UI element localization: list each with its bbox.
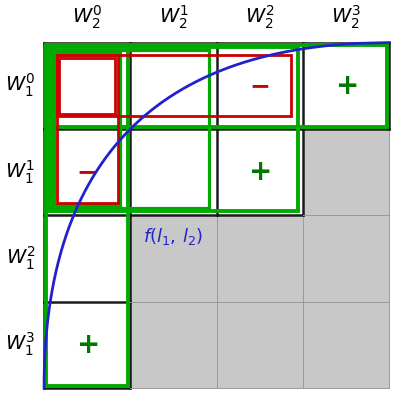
- Text: $W_1^{3}$: $W_1^{3}$: [5, 331, 35, 358]
- Bar: [51, 50, 209, 208]
- Bar: [54, 53, 120, 205]
- Text: $W_1^{2}$: $W_1^{2}$: [6, 245, 35, 272]
- Text: −: −: [249, 74, 270, 98]
- Bar: [59, 58, 115, 114]
- Bar: [49, 47, 298, 211]
- Text: $W_1^{0}$: $W_1^{0}$: [5, 72, 35, 99]
- Bar: [216, 302, 302, 388]
- Text: +: +: [334, 72, 357, 100]
- Text: $f(l_1,\, l_2)$: $f(l_1,\, l_2)$: [143, 226, 203, 247]
- Bar: [44, 302, 130, 388]
- Text: $W_2^{1}$: $W_2^{1}$: [158, 4, 188, 32]
- Text: +: +: [75, 331, 99, 359]
- Bar: [216, 215, 302, 302]
- Bar: [302, 302, 389, 388]
- Bar: [56, 55, 290, 117]
- Text: $W_1^{1}$: $W_1^{1}$: [5, 158, 35, 186]
- Bar: [130, 129, 216, 215]
- Bar: [216, 129, 302, 215]
- Bar: [44, 43, 130, 129]
- Bar: [302, 129, 389, 215]
- Bar: [130, 302, 216, 388]
- Bar: [302, 215, 389, 302]
- Bar: [44, 129, 130, 215]
- Bar: [130, 43, 216, 129]
- Bar: [216, 43, 302, 129]
- Bar: [130, 215, 216, 302]
- Text: $W_2^{0}$: $W_2^{0}$: [72, 4, 102, 32]
- Bar: [46, 45, 128, 386]
- Bar: [44, 215, 130, 302]
- Bar: [56, 55, 118, 203]
- Text: −: −: [76, 160, 97, 184]
- Bar: [46, 45, 387, 127]
- Text: $W_2^{3}$: $W_2^{3}$: [330, 4, 360, 32]
- Text: +: +: [248, 158, 271, 186]
- Text: $W_2^{2}$: $W_2^{2}$: [245, 4, 274, 32]
- Bar: [302, 43, 389, 129]
